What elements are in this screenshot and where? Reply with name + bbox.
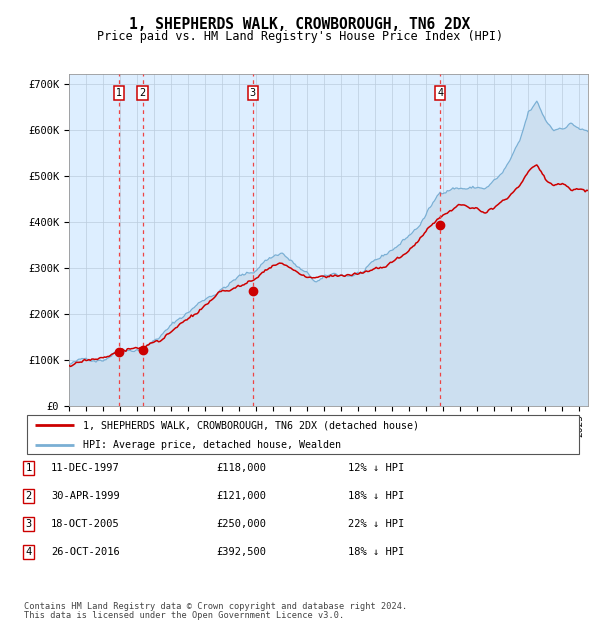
Text: 2: 2 (140, 88, 146, 98)
Text: 3: 3 (26, 519, 32, 529)
Text: 18% ↓ HPI: 18% ↓ HPI (348, 491, 404, 501)
Text: 4: 4 (26, 547, 32, 557)
Text: 11-DEC-1997: 11-DEC-1997 (51, 463, 120, 473)
Text: Price paid vs. HM Land Registry's House Price Index (HPI): Price paid vs. HM Land Registry's House … (97, 30, 503, 43)
Text: £392,500: £392,500 (216, 547, 266, 557)
FancyBboxPatch shape (27, 415, 579, 454)
Text: 1: 1 (116, 88, 122, 98)
Text: £250,000: £250,000 (216, 519, 266, 529)
Text: 30-APR-1999: 30-APR-1999 (51, 491, 120, 501)
Text: 1: 1 (26, 463, 32, 473)
Text: 4: 4 (437, 88, 443, 98)
Text: 18% ↓ HPI: 18% ↓ HPI (348, 547, 404, 557)
Text: 26-OCT-2016: 26-OCT-2016 (51, 547, 120, 557)
Text: HPI: Average price, detached house, Wealden: HPI: Average price, detached house, Weal… (83, 440, 341, 450)
Text: 12% ↓ HPI: 12% ↓ HPI (348, 463, 404, 473)
Text: 18-OCT-2005: 18-OCT-2005 (51, 519, 120, 529)
Text: This data is licensed under the Open Government Licence v3.0.: This data is licensed under the Open Gov… (24, 611, 344, 620)
Text: £118,000: £118,000 (216, 463, 266, 473)
Text: 3: 3 (250, 88, 256, 98)
Text: 2: 2 (26, 491, 32, 501)
Text: 1, SHEPHERDS WALK, CROWBOROUGH, TN6 2DX (detached house): 1, SHEPHERDS WALK, CROWBOROUGH, TN6 2DX … (83, 420, 419, 430)
Text: £121,000: £121,000 (216, 491, 266, 501)
Text: 22% ↓ HPI: 22% ↓ HPI (348, 519, 404, 529)
Text: 1, SHEPHERDS WALK, CROWBOROUGH, TN6 2DX: 1, SHEPHERDS WALK, CROWBOROUGH, TN6 2DX (130, 17, 470, 32)
Text: Contains HM Land Registry data © Crown copyright and database right 2024.: Contains HM Land Registry data © Crown c… (24, 602, 407, 611)
